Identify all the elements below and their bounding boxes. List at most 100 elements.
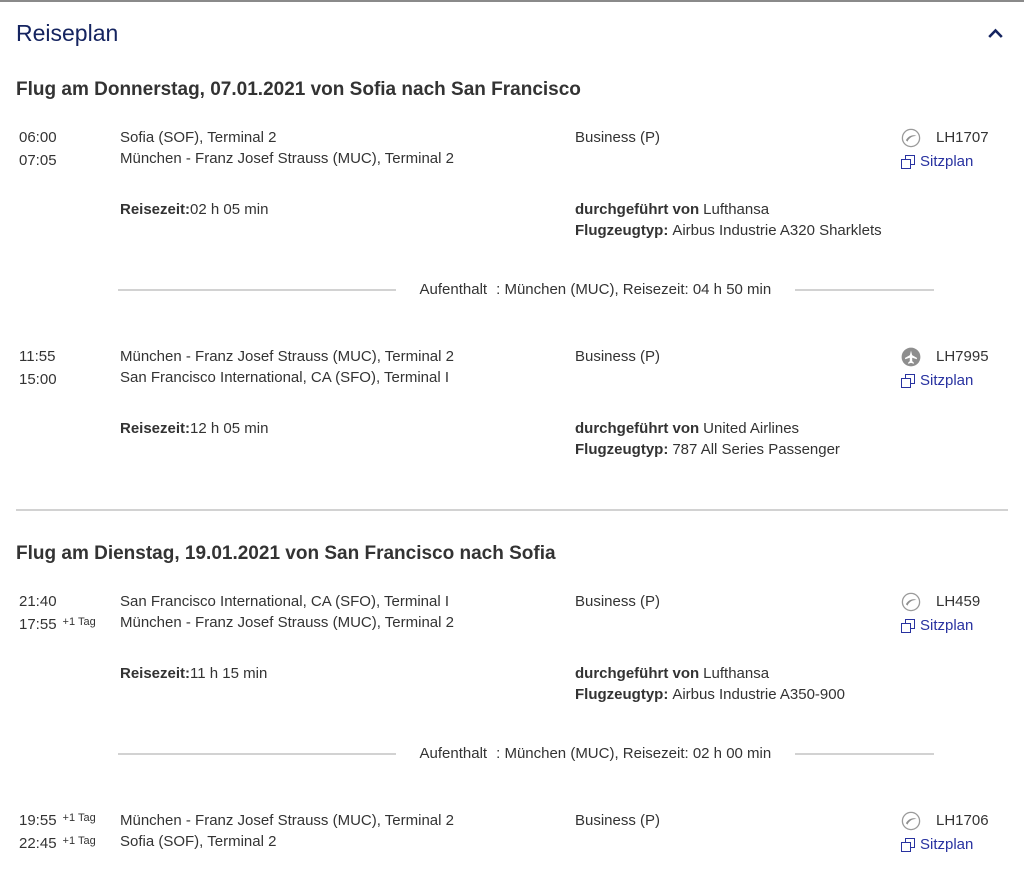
stopover-row: Aufenthalt : München (MUC), Reisezeit: 04… xyxy=(118,279,934,300)
seatmap-label: Sitzplan xyxy=(920,617,974,634)
segment-times: 19:55 +1 Tag 22:45 +1 Tag xyxy=(16,810,120,856)
flight-segment: 21:40 17:55 +1 Tag San Francisco Internat… xyxy=(16,591,1008,637)
airplane-icon xyxy=(901,347,921,366)
cabin-class: Business (P) xyxy=(575,812,661,829)
operating-info: durchgeführt von United Airlines Flugzeug… xyxy=(575,418,1008,460)
arrival-time: 17:55 xyxy=(19,616,57,633)
lufthansa-crane-icon xyxy=(901,811,921,830)
lufthansa-crane-icon xyxy=(901,128,921,147)
arrival-day-offset: +1 Tag xyxy=(62,616,96,628)
duration-label: Reisezeit: xyxy=(120,420,191,437)
page-title: Reiseplan xyxy=(16,20,119,46)
seatmap-label: Sitzplan xyxy=(920,836,974,853)
seatmap-label: Sitzplan xyxy=(920,372,974,389)
operated-by-value: United Airlines xyxy=(703,420,800,437)
section-divider xyxy=(16,509,1008,511)
aircraft-label: Flugzeugtyp: xyxy=(575,222,669,239)
operating-info: durchgeführt von Lufthansa Flugzeugtyp: Ai… xyxy=(575,663,1008,705)
flight-segment: 11:55 15:00 München - Franz Josef Straus… xyxy=(16,346,1008,392)
aircraft-label: Flugzeugtyp: xyxy=(575,686,669,703)
stopover-rule-right xyxy=(795,752,934,755)
duration-value: 12 h 05 min xyxy=(190,420,269,437)
flight-number: LH1707 xyxy=(936,129,989,146)
stopover-label: Aufenthalt xyxy=(419,745,488,762)
arrival-time: 07:05 xyxy=(19,152,57,169)
seatmap-window-icon xyxy=(901,154,915,169)
operated-by-value: Lufthansa xyxy=(703,665,770,682)
aircraft-value: Airbus Industrie A320 Sharklets xyxy=(672,222,882,239)
departure-airport: Sofia (SOF), Terminal 2 xyxy=(120,129,277,146)
arrival-airport: San Francisco International, CA (SFO), T… xyxy=(120,369,450,386)
travel-duration: Reisezeit:11 h 15 min xyxy=(120,663,575,705)
duration-value: 02 h 05 min xyxy=(190,201,269,218)
flight-info-box: LH1707 Sitzplan xyxy=(899,127,1008,173)
departure-time: 21:40 xyxy=(19,593,57,610)
collapse-panel-button[interactable] xyxy=(985,24,1006,43)
flight-info-box: LH1706 Sitzplan xyxy=(899,810,1008,856)
duration-label: Reisezeit: xyxy=(120,665,191,682)
stopover-rule-left xyxy=(118,288,396,291)
stopover-text: Aufenthalt : München (MUC), Reisezeit: 04… xyxy=(420,279,772,300)
operated-by-label: durchgeführt von xyxy=(575,201,700,218)
travel-duration: Reisezeit:02 h 05 min xyxy=(120,199,575,241)
segment-times: 06:00 07:05 xyxy=(16,127,120,173)
stopover-detail: : München (MUC), Reisezeit: 02 h 00 min xyxy=(496,745,772,762)
chevron-up-icon xyxy=(988,28,1003,38)
flight-section-heading: Flug am Dienstag, 19.01.2021 von San Fra… xyxy=(16,543,556,564)
departure-airport: München - Franz Josef Strauss (MUC), Ter… xyxy=(120,348,454,365)
duration-label: Reisezeit: xyxy=(120,201,191,218)
arrival-time: 15:00 xyxy=(19,371,57,388)
seatmap-link[interactable]: Sitzplan xyxy=(901,615,973,636)
operated-by-label: durchgeführt von xyxy=(575,420,700,437)
segment-details: Reisezeit:11 h 15 min durchgeführt von Lu… xyxy=(16,663,1008,705)
segment-times: 11:55 15:00 xyxy=(16,346,120,392)
flight-segment: 06:00 07:05 Sofia (SOF), Terminal 2 Münc… xyxy=(16,127,1008,173)
departure-day-offset: +1 Tag xyxy=(62,812,96,824)
operating-info: durchgeführt von Lufthansa Flugzeugtyp: Ai… xyxy=(575,199,1008,241)
seatmap-link[interactable]: Sitzplan xyxy=(901,834,973,855)
stopover-label: Aufenthalt xyxy=(419,281,488,298)
segment-airports: München - Franz Josef Strauss (MUC), Ter… xyxy=(120,346,575,392)
flight-number: LH459 xyxy=(936,593,981,610)
seatmap-label: Sitzplan xyxy=(920,153,974,170)
operated-by-label: durchgeführt von xyxy=(575,665,700,682)
segment-airports: San Francisco International, CA (SFO), T… xyxy=(120,591,575,637)
segment-airports: Sofia (SOF), Terminal 2 München - Franz … xyxy=(120,127,575,173)
flight-info-box: LH459 Sitzplan xyxy=(899,591,1008,637)
cabin-class: Business (P) xyxy=(575,348,661,365)
segment-airports: München - Franz Josef Strauss (MUC), Ter… xyxy=(120,810,575,856)
stopover-rule-left xyxy=(118,752,396,755)
departure-time: 11:55 xyxy=(19,348,56,365)
arrival-time: 22:45 xyxy=(19,835,57,852)
flight-number: LH1706 xyxy=(936,812,989,829)
flight-number: LH7995 xyxy=(936,348,989,365)
segment-details: Reisezeit:12 h 05 min durchgeführt von Un… xyxy=(16,418,1008,460)
stopover-text: Aufenthalt : München (MUC), Reisezeit: 02… xyxy=(420,743,772,764)
travel-duration: Reisezeit:12 h 05 min xyxy=(120,418,575,460)
seatmap-window-icon xyxy=(901,618,915,633)
aircraft-value: 787 All Series Passenger xyxy=(672,441,840,458)
segment-details: Reisezeit:02 h 05 min durchgeführt von Lu… xyxy=(16,199,1008,241)
flight-segment: 19:55 +1 Tag 22:45 +1 Tag München - Franz … xyxy=(16,810,1008,856)
cabin-class: Business (P) xyxy=(575,593,661,610)
aircraft-label: Flugzeugtyp: xyxy=(575,441,669,458)
operated-by-value: Lufthansa xyxy=(703,201,770,218)
stopover-rule-right xyxy=(795,288,934,291)
segment-times: 21:40 17:55 +1 Tag xyxy=(16,591,120,637)
cabin-class: Business (P) xyxy=(575,129,661,146)
panel-header: Reiseplan xyxy=(0,2,1024,47)
arrival-airport: Sofia (SOF), Terminal 2 xyxy=(120,833,277,850)
duration-value: 11 h 15 min xyxy=(190,665,268,682)
flight-section-heading: Flug am Donnerstag, 07.01.2021 von Sofia… xyxy=(16,79,581,100)
seatmap-window-icon xyxy=(901,837,915,852)
stopover-row: Aufenthalt : München (MUC), Reisezeit: 02… xyxy=(118,743,934,764)
seatmap-link[interactable]: Sitzplan xyxy=(901,151,973,172)
departure-airport: San Francisco International, CA (SFO), T… xyxy=(120,593,450,610)
lufthansa-crane-icon xyxy=(901,592,921,611)
departure-airport: München - Franz Josef Strauss (MUC), Ter… xyxy=(120,812,454,829)
seatmap-link[interactable]: Sitzplan xyxy=(901,370,973,391)
stopover-detail: : München (MUC), Reisezeit: 04 h 50 min xyxy=(496,281,772,298)
departure-time: 06:00 xyxy=(19,129,57,146)
arrival-airport: München - Franz Josef Strauss (MUC), Ter… xyxy=(120,614,454,631)
